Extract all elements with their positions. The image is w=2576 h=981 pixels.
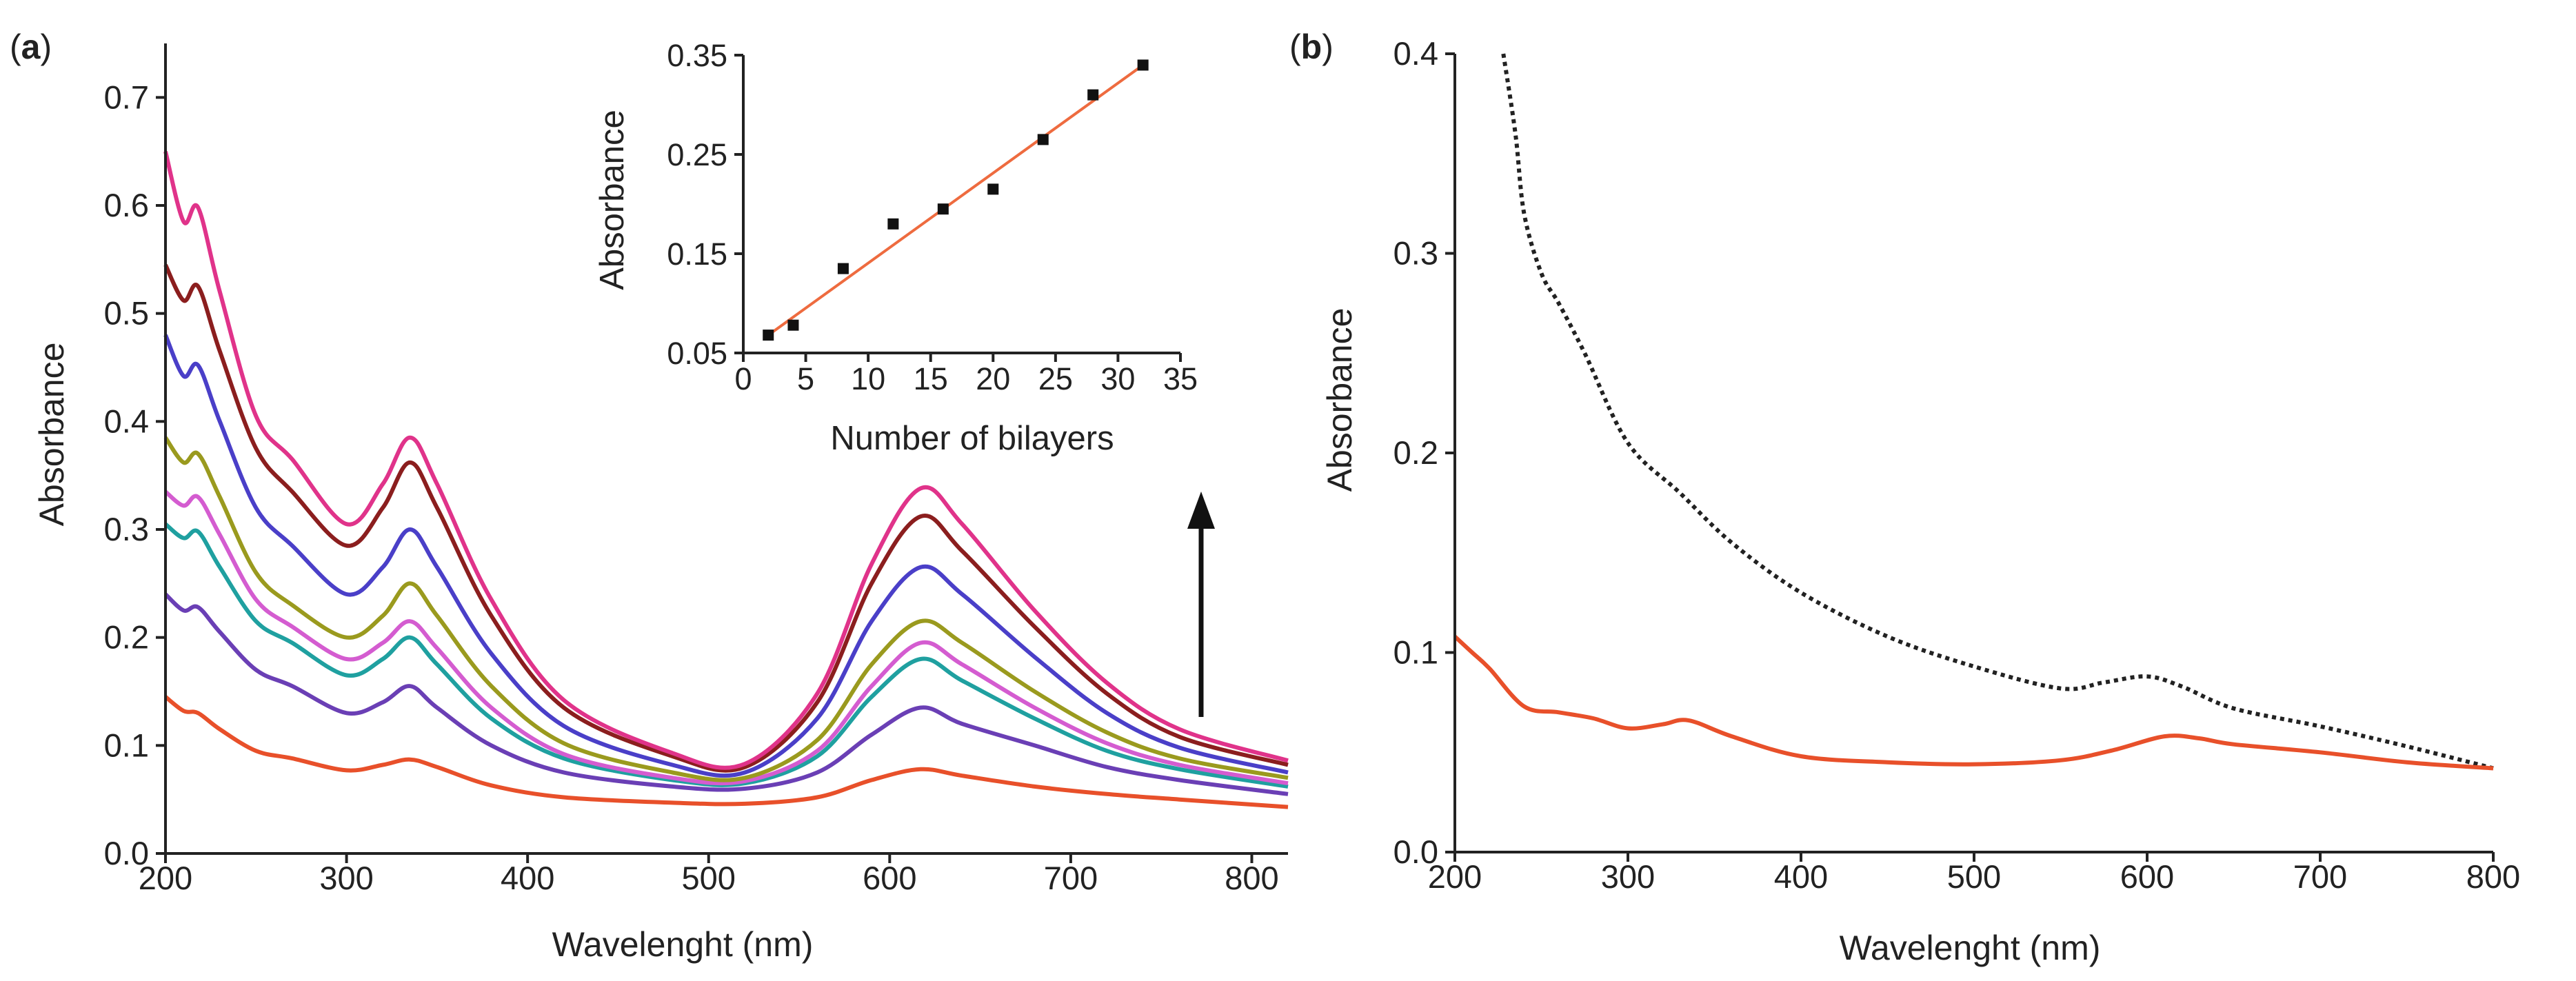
panel-b-dotted-series-line xyxy=(1501,53,2494,771)
inset-data-point xyxy=(1037,134,1049,145)
panel-a-x-axis-label: Wavelenght (nm) xyxy=(552,925,814,964)
inset-data-point xyxy=(837,263,849,274)
panel-a-y-tick-label: 0.6 xyxy=(104,187,149,223)
panel-a-y-axis-label: Absorbance xyxy=(32,343,71,527)
panel-b-curves xyxy=(1453,53,2494,771)
panel-b-x-tick-label: 400 xyxy=(1774,858,1828,895)
inset-y-tick-label: 0.15 xyxy=(667,236,727,272)
inset-data-point xyxy=(763,330,774,341)
panel-b-solid-series-line xyxy=(1453,635,2494,771)
panel-b-y-tick-label: 0.4 xyxy=(1393,35,1438,72)
panel-a-x-tick-label: 500 xyxy=(682,860,736,896)
inset-data-point xyxy=(937,203,949,215)
inset-x-tick-label: 15 xyxy=(914,361,948,396)
inset-x-tick-label: 20 xyxy=(976,361,1010,396)
panel-a-y-tick-label: 0.4 xyxy=(104,403,149,439)
panel-b-x-tick-label: 800 xyxy=(2466,858,2520,895)
panel-a-x-tick-label: 200 xyxy=(139,860,192,896)
inset-y-axis-label: Absorbance xyxy=(594,110,631,290)
panel-b-x-axis-label: Wavelenght (nm) xyxy=(1840,929,2101,967)
inset-y-tick-label: 0.05 xyxy=(667,336,727,371)
inset-y-tick-label: 0.35 xyxy=(667,38,727,73)
panel-a-series-line-2 xyxy=(163,592,1289,796)
panel-a-series-line-7 xyxy=(163,263,1289,773)
panel-a-x-tick-label: 600 xyxy=(863,860,916,896)
panel-a-y-tick-label: 0.1 xyxy=(104,727,149,763)
panel-b-axes: 200 300 400 500 600 700 800 0.0 0.1 0.2 0.3 0.4 xyxy=(1393,35,2521,895)
increase-arrow-head xyxy=(1187,492,1215,529)
panel-b-x-tick-label: 700 xyxy=(2293,858,2347,895)
inset-x-axis-label: Number of bilayers xyxy=(830,420,1114,457)
panel-b: (b) 200 300 400 500 600 700 800 0.0 0.1 0.2 0.3 0.4… xyxy=(1289,28,2520,967)
panel-a-y-tick-label: 0.0 xyxy=(104,835,149,871)
panel-b-x-tick-label: 500 xyxy=(1947,858,2001,895)
panel-a-inset: 0 5 10 15 20 25 30 35 0.05 0.15 0.25 0.35 Number of… xyxy=(594,38,1198,457)
panel-b-x-tick-label: 300 xyxy=(1601,858,1655,895)
panel-a-axes: 200 300 400 500 600 700 8000.00.10.20.30.40.50… xyxy=(104,43,1288,896)
panel-b-x-tick-label: 200 xyxy=(1428,858,1482,895)
inset-x-tick-label: 5 xyxy=(797,361,814,396)
panel-b-x-tick-label: 600 xyxy=(2120,858,2174,895)
panel-a-series-line-3 xyxy=(164,522,1289,789)
inset-data-point xyxy=(1137,59,1149,71)
panel-a-curves xyxy=(163,150,1289,809)
panel-b-y-axis-label: Absorbance xyxy=(1320,308,1359,492)
panel-a-y-tick-label: 0.5 xyxy=(104,295,149,332)
panel-a-y-tick-label: 0.2 xyxy=(104,619,149,656)
panel-b-y-tick-label: 0.3 xyxy=(1393,235,1438,272)
inset-axes: 0 5 10 15 20 25 30 35 0.05 0.15 0.25 0.35 xyxy=(667,38,1198,396)
panel-b-y-tick-label: 0.0 xyxy=(1393,833,1438,870)
panel-a-label: (a) xyxy=(10,28,52,66)
panel-b-label: (b) xyxy=(1289,28,1334,66)
panel-a-series-line-1 xyxy=(164,695,1289,809)
panel-a: (a) 200 300 400 500 600 700 8000.00.10.20.30.4… xyxy=(10,28,1289,964)
panel-a-x-tick-label: 800 xyxy=(1225,860,1278,896)
inset-fit-line xyxy=(767,63,1144,336)
panel-b-y-tick-label: 0.1 xyxy=(1393,634,1438,671)
inset-y-tick-label: 0.25 xyxy=(667,137,727,172)
panel-a-series-line-4 xyxy=(164,489,1289,786)
panel-a-x-tick-label: 700 xyxy=(1044,860,1098,896)
inset-data-point xyxy=(787,319,799,331)
panel-a-series-line-5 xyxy=(163,436,1289,782)
panel-a-y-tick-label: 0.3 xyxy=(104,511,149,547)
panel-a-x-tick-label: 300 xyxy=(319,860,373,896)
inset-x-tick-label: 30 xyxy=(1100,361,1135,396)
inset-x-tick-label: 10 xyxy=(851,361,885,396)
panel-a-series-line-6 xyxy=(163,334,1289,778)
inset-marks xyxy=(763,59,1149,341)
inset-data-point xyxy=(887,218,899,230)
inset-x-tick-label: 35 xyxy=(1163,361,1198,396)
inset-x-tick-label: 25 xyxy=(1038,361,1073,396)
panel-a-y-tick-label: 0.7 xyxy=(104,79,149,115)
panel-a-series-line-8 xyxy=(163,150,1289,770)
inset-x-tick-label: 0 xyxy=(734,361,752,396)
panel-b-y-tick-label: 0.2 xyxy=(1393,434,1438,471)
inset-data-point xyxy=(987,183,999,195)
panel-a-x-tick-label: 400 xyxy=(501,860,554,896)
increase-arrow xyxy=(1187,492,1215,717)
inset-data-point xyxy=(1087,89,1099,101)
